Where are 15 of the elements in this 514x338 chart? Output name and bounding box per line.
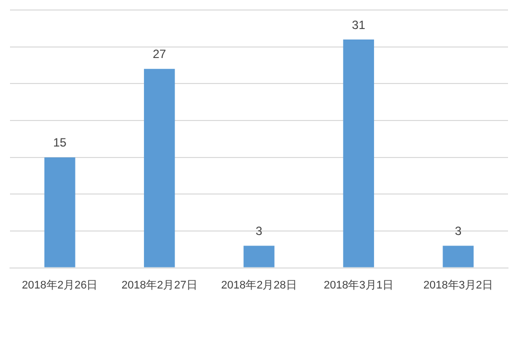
bar [244, 246, 274, 268]
bar [144, 68, 175, 268]
data-label: 3 [256, 224, 263, 238]
x-tick-label: 2018年3月1日 [324, 279, 394, 292]
x-tick-label: 2018年2月26日 [22, 279, 98, 292]
data-label: 27 [152, 47, 166, 62]
bar [44, 157, 76, 268]
x-tick-label: 2018年2月27日 [121, 279, 198, 292]
data-label: 15 [53, 136, 67, 150]
x-tick-label: 2018年2月28日 [221, 279, 297, 292]
data-label: 31 [352, 18, 366, 32]
bar [343, 39, 374, 268]
x-tick-label: 2018年3月2日 [423, 279, 494, 292]
bar [442, 246, 474, 268]
data-label: 3 [454, 224, 462, 238]
